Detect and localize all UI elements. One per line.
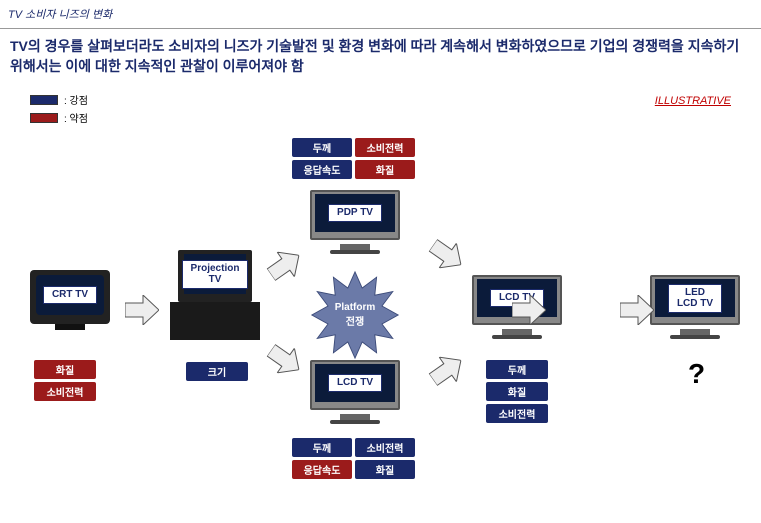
led-illustration: LED LCD TV [650, 275, 740, 339]
pdp-label: PDP TV [328, 204, 382, 222]
diagram-canvas: CRT TV 화질소비전력 Projection TV 크기 PDP TV 두께… [0, 130, 761, 520]
legend-swatch-strength [30, 95, 58, 105]
legend-strength: : 강점 [30, 92, 88, 107]
legend-weakness: : 약점 [30, 110, 88, 125]
tags-lcd-bottom: 두께소비전력응답속도화질 [292, 438, 415, 479]
tag-strength: 소비전력 [355, 438, 415, 457]
tag-strength: 두께 [292, 438, 352, 457]
tag-strength: 두께 [292, 138, 352, 157]
flow-arrow-icon [424, 233, 469, 277]
lcd-bottom-label: LCD TV [328, 374, 382, 392]
flow-arrow-icon [424, 348, 469, 392]
legend-strength-label: : 강점 [64, 92, 88, 107]
tags-lcd-right: 두께화질소비전력 [486, 360, 548, 423]
tag-strength: 응답속도 [292, 160, 352, 179]
tags-projection: 크기 [186, 362, 248, 381]
flow-arrow-icon [620, 295, 654, 325]
slide-title: TV 소비자 니즈의 변화 [0, 0, 761, 29]
tags-crt: 화질소비전력 [34, 360, 96, 401]
tag-strength: 소비전력 [486, 404, 548, 423]
tag-weakness: 소비전력 [34, 382, 96, 401]
node-pdp: PDP TV [310, 190, 400, 254]
crt-label: CRT TV [43, 286, 97, 304]
projection-label: Projection TV [182, 260, 249, 289]
tag-weakness: 화질 [355, 160, 415, 179]
lcd-bottom-illustration: LCD TV [310, 360, 400, 424]
crt-illustration: CRT TV [30, 270, 110, 330]
flow-arrow-icon [262, 243, 307, 287]
flow-arrow-icon [125, 295, 159, 325]
tag-strength: 두께 [486, 360, 548, 379]
question-mark: ? [688, 358, 705, 390]
platform-star: Platform 전쟁 [310, 270, 400, 360]
legend-swatch-weakness [30, 113, 58, 123]
tag-strength: 화질 [355, 460, 415, 479]
flow-arrow-icon [262, 338, 307, 382]
tag-strength: 화질 [486, 382, 548, 401]
tags-pdp: 두께소비전력응답속도화질 [292, 138, 415, 179]
tag-strength: 크기 [186, 362, 248, 381]
flow-arrow-icon [512, 295, 546, 325]
projection-illustration: Projection TV [170, 250, 260, 340]
node-led: LED LCD TV [650, 275, 740, 339]
node-crt: CRT TV [30, 270, 110, 330]
main-text: TV의 경우를 살펴보더라도 소비자의 니즈가 기술발전 및 환경 변화에 따라… [0, 29, 761, 76]
legend-weakness-label: : 약점 [64, 110, 88, 125]
tag-weakness: 화질 [34, 360, 96, 379]
platform-star-label: Platform 전쟁 [335, 302, 376, 328]
legend: : 강점 : 약점 [30, 92, 88, 128]
node-lcd-bottom: LCD TV [310, 360, 400, 424]
led-label: LED LCD TV [668, 284, 722, 313]
illustrative-label: ILLUSTRATIVE [655, 95, 731, 107]
pdp-illustration: PDP TV [310, 190, 400, 254]
tag-weakness: 소비전력 [355, 138, 415, 157]
tag-weakness: 응답속도 [292, 460, 352, 479]
node-projection: Projection TV [170, 250, 260, 340]
